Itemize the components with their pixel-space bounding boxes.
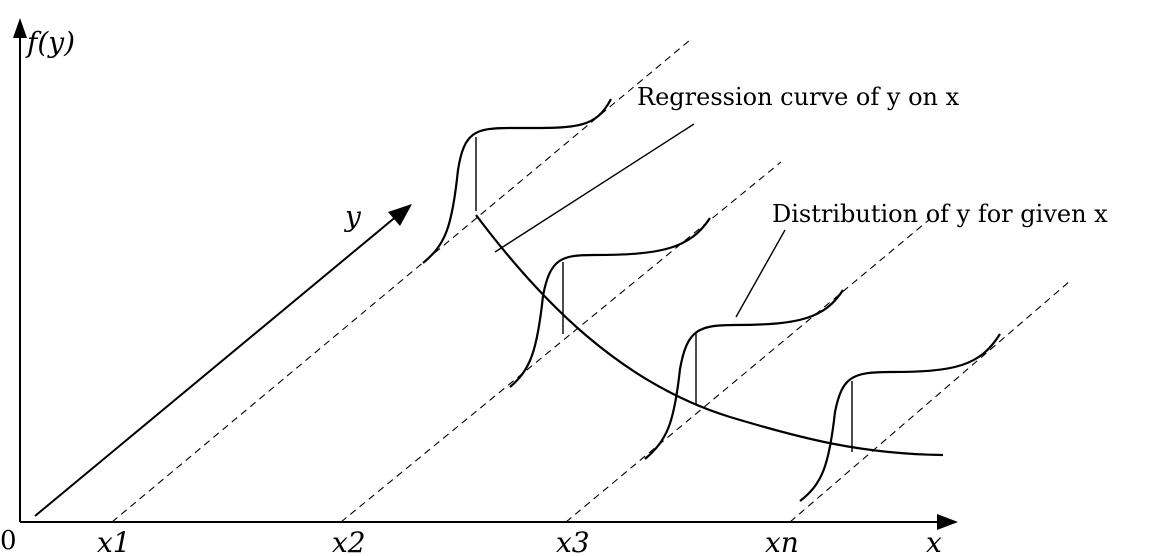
distribution-curve-2	[509, 217, 711, 388]
projection-line-xn	[789, 280, 1071, 523]
vertical-axis-arrowhead	[13, 18, 27, 38]
x1-label-text: x1	[97, 526, 131, 556]
distribution-curve-1	[422, 98, 612, 264]
y-axis-label-text: f(y)	[25, 26, 75, 59]
x-axis-label: x	[926, 526, 942, 556]
regression-curve	[475, 214, 944, 457]
distribution-label-leader	[735, 229, 786, 318]
y-direction-arrowhead	[388, 204, 412, 226]
distribution-curve-4	[799, 333, 1001, 502]
origin-label: 0	[0, 526, 17, 556]
regression-label-leader	[494, 123, 695, 253]
x2-label-text: x2	[332, 526, 366, 556]
y-direction-label: y	[343, 200, 362, 233]
xn-label: xn	[765, 526, 799, 556]
distribution-label: Distribution of y for given x	[772, 200, 1108, 228]
projection-line-x2	[340, 161, 782, 523]
y-direction-arrow-shaft	[34, 214, 399, 517]
distribution-curve-3	[644, 289, 844, 460]
x1-label: x1	[97, 526, 131, 556]
y-axis-label: f(y)	[25, 26, 75, 59]
x3-label: x3	[556, 526, 590, 556]
horizontal-axis-arrowhead	[937, 514, 958, 530]
projection-line-x3	[565, 218, 931, 523]
x2-label: x2	[332, 526, 366, 556]
regression-label: Regression curve of y on x	[637, 83, 960, 111]
xn-label-text: xn	[765, 526, 799, 556]
x3-label-text: x3	[556, 526, 590, 556]
